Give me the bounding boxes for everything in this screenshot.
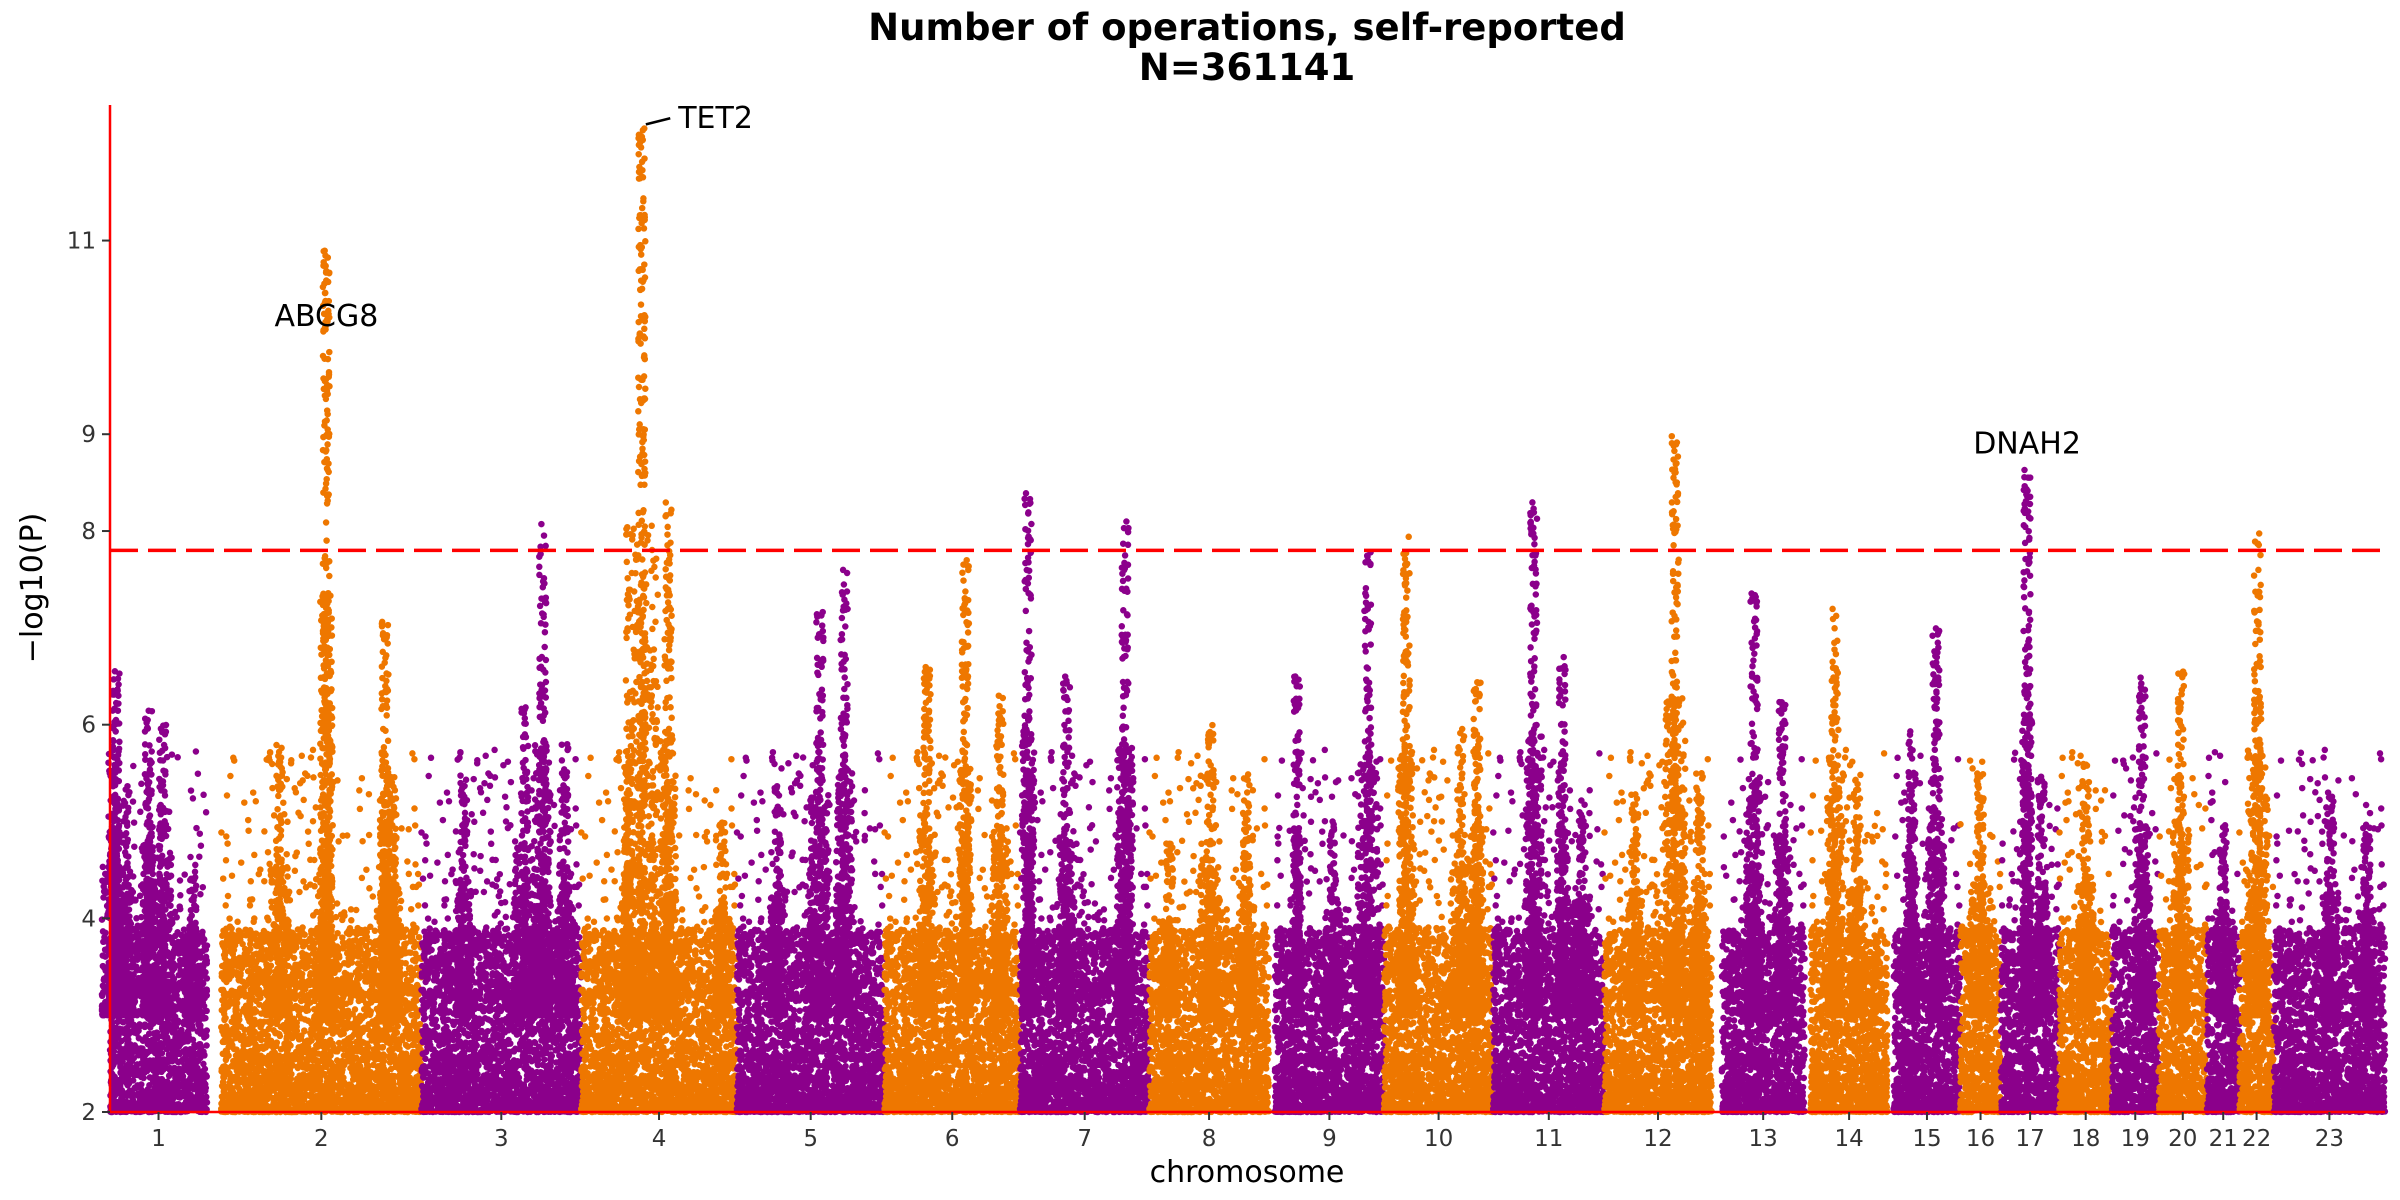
x-tick-label: 2 bbox=[314, 1126, 329, 1152]
chromosome-5-points bbox=[733, 566, 888, 1116]
chromosome-14-marks bbox=[1807, 605, 1891, 1116]
chromosome-23-marks bbox=[2270, 746, 2389, 1116]
y-tick-label: 2 bbox=[81, 1100, 96, 1126]
x-tick-label: 5 bbox=[803, 1126, 818, 1152]
chromosome-9-marks bbox=[1271, 549, 1388, 1116]
chromosome-22-marks bbox=[2236, 530, 2278, 1116]
y-axis-title: −log10(P) bbox=[15, 513, 50, 664]
chromosome-10-points bbox=[1380, 533, 1497, 1116]
x-tick-label: 18 bbox=[2071, 1126, 2100, 1152]
x-tick-label: 1 bbox=[151, 1126, 166, 1152]
x-tick-label: 6 bbox=[945, 1126, 960, 1152]
x-tick-label: 10 bbox=[1424, 1126, 1453, 1152]
chromosome-2-marks bbox=[217, 247, 425, 1116]
gene-label-abcg8: ABCG8 bbox=[274, 299, 378, 334]
x-tick-label: 19 bbox=[2121, 1126, 2150, 1152]
chromosome-22-points bbox=[2236, 530, 2278, 1116]
chromosome-12-marks bbox=[1601, 432, 1715, 1116]
x-tick-label: 13 bbox=[1749, 1126, 1778, 1152]
chromosome-17-marks bbox=[1997, 466, 2063, 1116]
chromosome-16-points bbox=[1957, 757, 2004, 1116]
x-tick-label: 3 bbox=[494, 1126, 509, 1152]
chromosome-2-points bbox=[217, 247, 425, 1116]
chromosome-6-points bbox=[881, 556, 1024, 1116]
chromosome-23-points bbox=[2270, 746, 2389, 1116]
x-axis-ticks: 1 2 3 4 5 6 7 8 9 10 11 12 13 14 15 16 17 18 19 20 21 22 23 bbox=[151, 1112, 2344, 1152]
chromosome-1-points bbox=[98, 668, 211, 1116]
chromosome-10-marks bbox=[1380, 533, 1497, 1116]
chromosome-16-marks bbox=[1957, 757, 2004, 1116]
y-axis-ticks: 2 4 6 8 9 11 bbox=[67, 229, 110, 1126]
x-tick-label: 17 bbox=[2015, 1126, 2044, 1152]
x-tick-label: 21 bbox=[2209, 1126, 2238, 1152]
chromosome-8-marks bbox=[1146, 721, 1272, 1116]
chromosome-7-points bbox=[1016, 490, 1153, 1116]
chromosome-21-marks bbox=[2203, 748, 2243, 1116]
chromosome-11-points bbox=[1489, 499, 1608, 1116]
x-tick-label: 15 bbox=[1912, 1126, 1941, 1152]
chromosome-14-points bbox=[1807, 605, 1891, 1116]
x-tick-label: 23 bbox=[2315, 1126, 2344, 1152]
y-tick-label: 9 bbox=[81, 422, 96, 448]
x-tick-label: 8 bbox=[1202, 1126, 1217, 1152]
gene-label-dnah2: DNAH2 bbox=[1973, 427, 2081, 462]
chromosome-1-marks bbox=[98, 668, 211, 1116]
x-tick-label: 16 bbox=[1966, 1126, 1995, 1152]
chromosome-4-points bbox=[577, 125, 741, 1116]
x-tick-label: 22 bbox=[2242, 1126, 2271, 1152]
y-tick-label: 11 bbox=[67, 229, 96, 255]
chromosome-6-marks bbox=[881, 556, 1024, 1116]
chromosome-18-points bbox=[2056, 748, 2116, 1116]
chromosome-20-marks bbox=[2155, 668, 2211, 1116]
chromosome-17-points bbox=[1997, 466, 2063, 1116]
x-tick-label: 12 bbox=[1643, 1126, 1672, 1152]
chromosome-13-points bbox=[1718, 590, 1808, 1116]
chromosome-8-points bbox=[1146, 721, 1272, 1116]
chromosome-19-marks bbox=[2108, 674, 2162, 1116]
x-tick-label: 7 bbox=[1077, 1126, 1092, 1152]
chromosome-5-marks bbox=[733, 566, 888, 1116]
chromosome-7-marks bbox=[1016, 490, 1153, 1116]
chromosome-13-marks bbox=[1718, 590, 1808, 1116]
chromosome-20-points bbox=[2155, 668, 2211, 1116]
chromosome-3-points bbox=[418, 520, 585, 1116]
x-tick-label: 11 bbox=[1534, 1126, 1563, 1152]
chromosome-12-points bbox=[1601, 432, 1715, 1116]
chromosome-21-points bbox=[2203, 748, 2243, 1116]
x-tick-label: 20 bbox=[2168, 1126, 2197, 1152]
y-tick-label: 8 bbox=[81, 519, 96, 545]
x-tick-label: 9 bbox=[1322, 1126, 1337, 1152]
chromosome-11-marks bbox=[1489, 499, 1608, 1116]
gene-annotations: ABCG8 TET2 DNAH2 bbox=[274, 101, 2080, 461]
y-tick-label: 6 bbox=[81, 713, 96, 739]
x-tick-label: 4 bbox=[652, 1126, 667, 1152]
y-tick-label: 4 bbox=[81, 906, 96, 932]
chromosome-15-points bbox=[1890, 625, 1964, 1116]
chromosome-19-points bbox=[2108, 674, 2162, 1116]
gene-label-tet2: TET2 bbox=[677, 101, 753, 136]
data-points bbox=[98, 125, 2389, 1116]
gene-label-leader bbox=[645, 117, 671, 126]
x-axis-title: chromosome bbox=[1150, 1155, 1345, 1190]
axes bbox=[108, 105, 2385, 1114]
chromosome-3-marks bbox=[418, 520, 585, 1116]
chromosome-15-marks bbox=[1890, 625, 1964, 1116]
x-tick-label: 14 bbox=[1834, 1126, 1863, 1152]
chromosome-18-marks bbox=[2056, 748, 2116, 1116]
chromosome-9-points bbox=[1271, 549, 1388, 1116]
chromosome-4-marks bbox=[577, 125, 741, 1116]
chart-title: Number of operations, self-reported bbox=[868, 6, 1626, 49]
chart-subtitle: N=361141 bbox=[1139, 46, 1355, 89]
